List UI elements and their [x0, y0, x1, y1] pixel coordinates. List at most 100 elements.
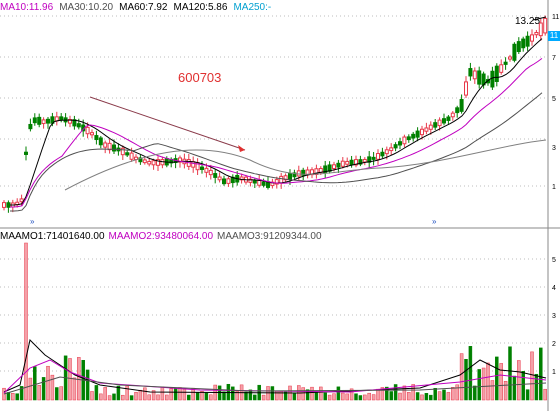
candle-body [543, 17, 548, 34]
candle-body [19, 198, 24, 203]
volume-bar [134, 392, 138, 401]
ma60-line [10, 92, 543, 212]
volume-bar [451, 387, 455, 401]
volume-bar [107, 395, 112, 401]
ma30-label: MA30:10.20 [59, 2, 114, 13]
volume-bar [490, 380, 495, 401]
candle-body [534, 31, 539, 36]
candle-body [521, 38, 526, 49]
candle-body [402, 136, 407, 145]
volume-bar [90, 391, 94, 401]
volume-bar [420, 394, 424, 401]
volume-bar [178, 387, 182, 401]
candle-body [371, 156, 376, 160]
volume-bar [11, 393, 15, 401]
volume-bar [129, 395, 134, 401]
volume-tick-label: 2 [552, 341, 556, 348]
volume-bar [253, 394, 257, 401]
candle-body [68, 119, 72, 124]
candle-body [459, 99, 464, 112]
candle-body [257, 179, 262, 186]
volume-ma1-line [3, 339, 547, 394]
volume-bar [125, 385, 129, 401]
volume-bar [354, 393, 358, 401]
candle-body [90, 132, 94, 136]
candle-body [142, 159, 147, 164]
candle-body [336, 162, 341, 168]
volume-bar [173, 387, 178, 401]
volume-bar [231, 386, 235, 401]
candle-body [345, 160, 350, 165]
volume-bar [358, 395, 363, 401]
volume-bar [499, 363, 503, 401]
volume-bar [367, 392, 371, 401]
candle-body [147, 161, 152, 165]
volume-bar [99, 393, 103, 401]
candle-body [32, 117, 37, 124]
volume-bar [341, 392, 345, 401]
candle-body [384, 149, 389, 155]
volume-bar [94, 385, 99, 401]
volume-bar [103, 387, 107, 401]
volume-bar [389, 391, 393, 401]
volume-bar [495, 356, 499, 401]
candle-body [248, 178, 253, 183]
ma250-label: MA250:- [233, 2, 272, 13]
candle-body [103, 142, 108, 148]
high-price-pointer [532, 16, 547, 21]
volume-bar [248, 389, 253, 401]
candle-body [477, 70, 482, 85]
candle-body [538, 22, 543, 37]
volume-bar [68, 358, 72, 401]
candle-body [398, 141, 402, 146]
ma120-label: MA120:5.86 [173, 2, 228, 13]
candle-body [279, 175, 284, 184]
volume-tick-label: 5 [552, 257, 556, 264]
candle-body [494, 65, 499, 82]
volume-bar [156, 394, 160, 401]
volume-bar [442, 389, 446, 401]
candle-body [349, 159, 354, 166]
volume-bar [59, 386, 63, 401]
candle-body [292, 172, 297, 178]
volume-bar [336, 386, 341, 401]
candle-body [301, 169, 306, 176]
volume-bar [477, 369, 481, 401]
volume-bar [481, 367, 486, 401]
volume-bar [301, 387, 305, 401]
volume-bar [46, 365, 50, 401]
current-price-tag: 11 [548, 31, 560, 41]
volume-bar [28, 377, 33, 401]
volume-bar [455, 384, 459, 401]
price-tick-label: 1 [552, 184, 556, 191]
candle-body [138, 157, 143, 163]
volume-bar [402, 385, 407, 401]
candle-body [222, 178, 226, 185]
volume-bar [407, 392, 411, 401]
volume-bar [543, 388, 547, 401]
candle-body [6, 202, 11, 208]
candle-body [288, 173, 292, 180]
candle-body [415, 130, 420, 138]
volume-bar [371, 394, 376, 401]
candle-body [94, 135, 99, 141]
volume-bar [525, 389, 530, 401]
volume-bar [292, 393, 297, 401]
volume-bar [323, 392, 327, 401]
candle-body [24, 151, 28, 155]
volume-bar [200, 391, 204, 401]
candle-body [358, 159, 363, 165]
volume-bar [411, 384, 415, 401]
volume-bar [429, 394, 433, 401]
volume-bar [209, 394, 213, 401]
volume-bar [473, 385, 477, 401]
volume-bar [147, 394, 151, 401]
candle-body [314, 168, 319, 175]
candle-body [274, 179, 279, 185]
volume-bar [380, 387, 385, 401]
price-tick-label: 3 [552, 145, 556, 152]
trend-annotation-line [89, 96, 246, 151]
volume-bar [433, 388, 437, 401]
candle-body [112, 144, 116, 152]
